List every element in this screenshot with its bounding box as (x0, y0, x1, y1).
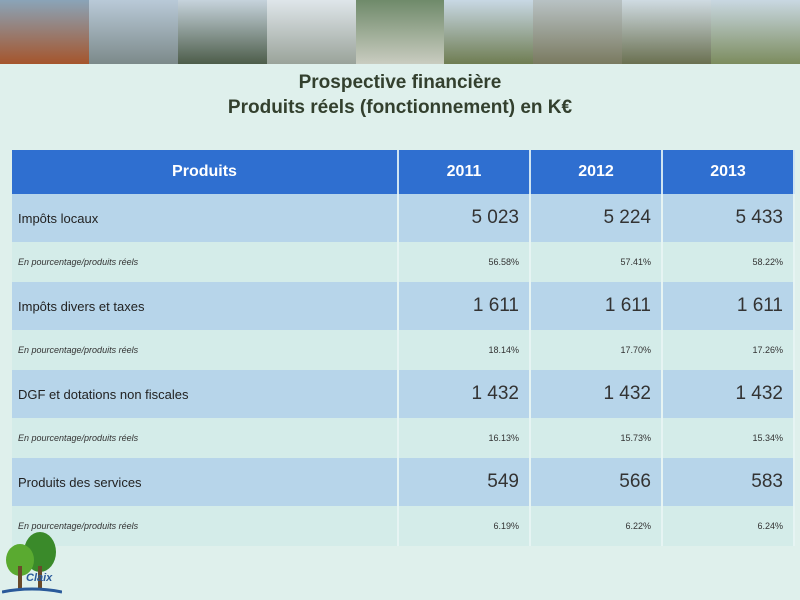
row-value: 1 611 (530, 282, 663, 330)
percentage-row: En pourcentage/produits réels 56.58% 57.41… (12, 242, 795, 282)
row-value: 549 (398, 458, 531, 506)
percentage-label: En pourcentage/produits réels (12, 330, 399, 370)
header-2012: 2012 (530, 150, 663, 194)
percentage-value: 16.13% (398, 418, 531, 458)
slide-title: Prospective financière Produits réels (f… (0, 70, 800, 120)
row-value: 1 432 (398, 370, 531, 418)
percentage-value: 15.73% (530, 418, 663, 458)
table-row: Produits des services 549 566 583 (12, 458, 795, 506)
percentage-value: 18.14% (398, 330, 531, 370)
percentage-row: En pourcentage/produits réels 16.13% 15.73… (12, 418, 795, 458)
percentage-label: En pourcentage/produits réels (12, 418, 399, 458)
table-row: Impôts locaux 5 023 5 224 5 433 (12, 194, 795, 242)
table-row: DGF et dotations non fiscales 1 432 1 432 1… (12, 370, 795, 418)
row-value: 5 023 (398, 194, 531, 242)
percentage-value: 6.22% (530, 506, 663, 546)
percentage-value: 6.19% (398, 506, 531, 546)
row-label: Produits des services (12, 458, 399, 506)
claix-logo (2, 532, 62, 594)
row-value: 5 433 (662, 194, 795, 242)
percentage-value: 17.26% (662, 330, 795, 370)
title-line-2: Produits réels (fonctionnement) en K€ (227, 97, 573, 118)
photo-banner (0, 0, 800, 64)
row-value: 566 (530, 458, 663, 506)
row-label: Impôts divers et taxes (12, 282, 399, 330)
title-line-1: Prospective financière (298, 72, 502, 93)
header-2013: 2013 (662, 150, 795, 194)
table-row: Impôts divers et taxes 1 611 1 611 1 611 (12, 282, 795, 330)
row-value: 5 224 (530, 194, 663, 242)
percentage-label: En pourcentage/produits réels (12, 242, 399, 282)
row-value: 1 611 (398, 282, 531, 330)
header-2011: 2011 (398, 150, 531, 194)
logo-text: Claix (26, 572, 53, 584)
row-value: 583 (662, 458, 795, 506)
percentage-value: 56.58% (398, 242, 531, 282)
percentage-value: 57.41% (530, 242, 663, 282)
percentage-row: En pourcentage/produits réels 18.14% 17.70… (12, 330, 795, 370)
percentage-value: 6.24% (662, 506, 795, 546)
revenue-table: Produits 2011 2012 2013 Impôts locaux 5 0… (12, 150, 795, 546)
percentage-value: 17.70% (530, 330, 663, 370)
percentage-value: 15.34% (662, 418, 795, 458)
row-value: 1 432 (662, 370, 795, 418)
row-value: 1 432 (530, 370, 663, 418)
table-header: Produits 2011 2012 2013 (12, 150, 795, 194)
percentage-label: En pourcentage/produits réels (12, 506, 399, 546)
percentage-value: 58.22% (662, 242, 795, 282)
row-value: 1 611 (662, 282, 795, 330)
header-produits: Produits (12, 150, 399, 194)
percentage-row: En pourcentage/produits réels 6.19% 6.22% 6… (12, 506, 795, 546)
row-label: Impôts locaux (12, 194, 399, 242)
row-label: DGF et dotations non fiscales (12, 370, 399, 418)
